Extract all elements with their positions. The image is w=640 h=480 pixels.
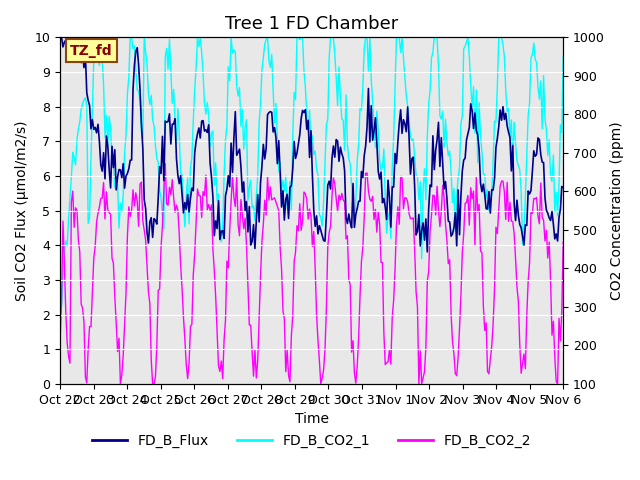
Y-axis label: CO2 Concentration (ppm): CO2 Concentration (ppm) [611, 121, 625, 300]
Legend: FD_B_Flux, FD_B_CO2_1, FD_B_CO2_2: FD_B_Flux, FD_B_CO2_1, FD_B_CO2_2 [86, 428, 537, 453]
Y-axis label: Soil CO2 Flux (μmol/m2/s): Soil CO2 Flux (μmol/m2/s) [15, 120, 29, 301]
Text: TZ_fd: TZ_fd [70, 44, 113, 58]
X-axis label: Time: Time [294, 412, 329, 426]
Title: Tree 1 FD Chamber: Tree 1 FD Chamber [225, 15, 398, 33]
